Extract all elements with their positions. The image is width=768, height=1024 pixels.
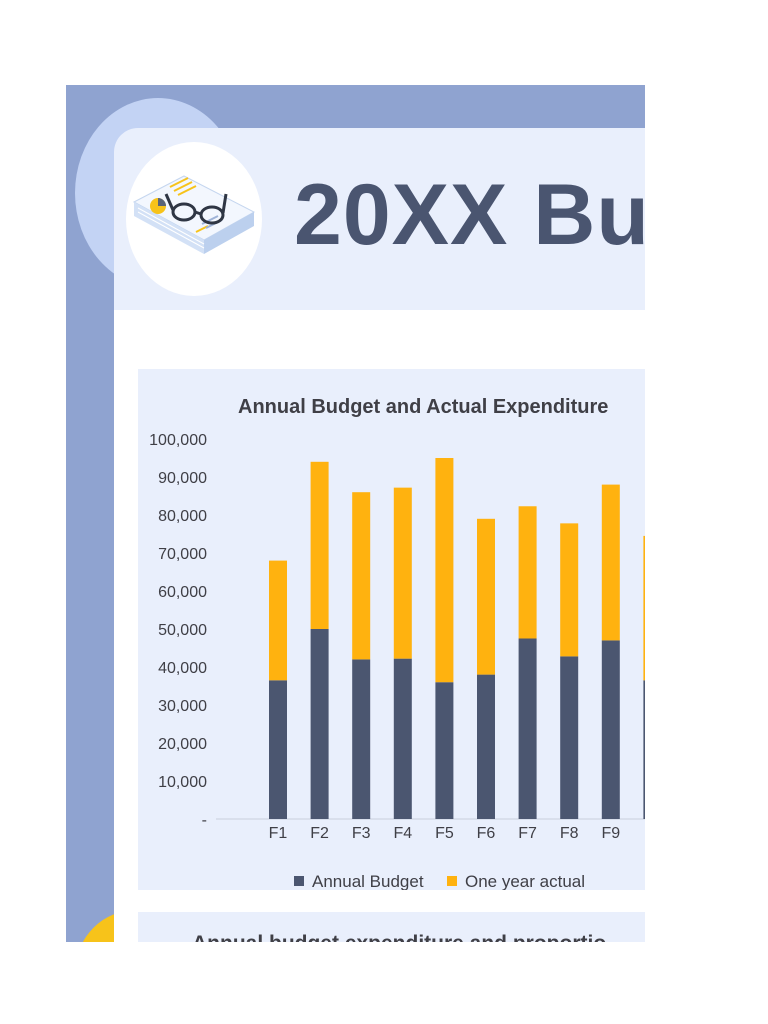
x-tick-label: F4: [393, 825, 412, 842]
y-tick-label: 70,000: [158, 546, 207, 563]
bar-annual-budget: [310, 629, 329, 819]
logo: [126, 142, 262, 296]
bar-annual-budget: [352, 659, 371, 819]
bar-annual-budget: [435, 682, 454, 819]
bar-annual-budget: [560, 656, 579, 819]
y-tick-label: 50,000: [158, 622, 207, 639]
y-tick-label: 40,000: [158, 660, 207, 677]
x-tick-label: F9: [601, 825, 620, 842]
content-area: Annual Budget and Actual Expenditure 100,…: [114, 310, 645, 942]
y-tick-label: 60,000: [158, 584, 207, 601]
bar-one-year-actual: [643, 535, 645, 681]
bar-one-year-actual: [477, 518, 495, 675]
x-tick-label: F1: [269, 825, 288, 842]
x-tick-label: F8: [560, 825, 579, 842]
chart-title: Annual Budget and Actual Expenditure: [238, 396, 608, 418]
y-tick-label: 20,000: [158, 736, 207, 753]
y-tick-label: 90,000: [158, 470, 207, 487]
header-card: 20XX Bu: [114, 128, 645, 310]
x-tick-label: F7: [518, 825, 537, 842]
bar-annual-budget: [601, 640, 620, 819]
x-tick-label: F2: [310, 825, 329, 842]
bar-one-year-actual: [269, 560, 287, 681]
sheet-background: 20XX Bu Annual Budget and Actual Expendi…: [66, 85, 645, 942]
y-tick-label: 30,000: [158, 698, 207, 715]
y-tick-label: 80,000: [158, 508, 207, 525]
proportion-panel-title: Annual budget expenditure and proportio: [192, 932, 606, 942]
bar-one-year-actual: [393, 487, 412, 659]
chart-panel: Annual Budget and Actual Expenditure 100,…: [138, 369, 645, 890]
legend-label: One year actual: [465, 872, 585, 890]
bar-one-year-actual: [560, 523, 579, 657]
x-tick-label: F3: [352, 825, 371, 842]
bar-one-year-actual: [435, 458, 454, 683]
bar-one-year-actual: [352, 492, 371, 660]
bar-one-year-actual: [518, 506, 537, 639]
y-tick-label: -: [202, 812, 207, 829]
legend-label: Annual Budget: [312, 872, 424, 890]
bar-annual-budget: [518, 638, 537, 819]
legend-swatch: [447, 876, 457, 886]
bar-annual-budget: [477, 674, 495, 819]
bar-annual-budget: [643, 680, 645, 819]
document-glasses-icon: [132, 175, 256, 254]
bar-one-year-actual: [601, 484, 620, 641]
x-tick-label: F6: [477, 825, 496, 842]
x-tick-label: F5: [435, 825, 454, 842]
stacked-bar-chart: Annual Budget and Actual Expenditure 100,…: [149, 396, 645, 890]
y-tick-label: 100,000: [149, 432, 207, 449]
bar-one-year-actual: [310, 461, 329, 629]
bar-annual-budget: [269, 680, 287, 819]
page-title: 20XX Bu: [294, 167, 645, 263]
legend-swatch: [294, 876, 304, 886]
y-tick-label: 10,000: [158, 774, 207, 791]
proportion-panel: Annual budget expenditure and proportio: [138, 912, 645, 942]
bar-annual-budget: [393, 658, 412, 819]
